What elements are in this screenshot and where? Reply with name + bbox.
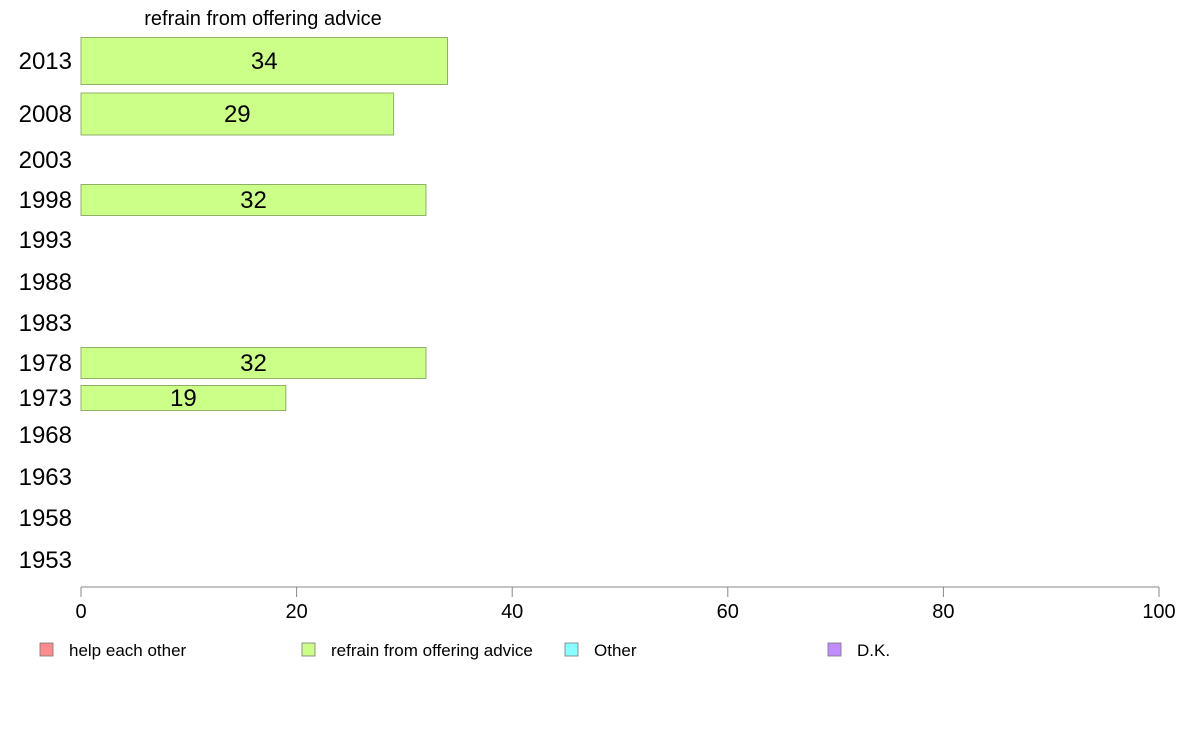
- y-tick-label: 1988: [19, 269, 72, 296]
- x-tick-label: 20: [285, 601, 307, 623]
- y-axis-labels: 2013 2008 2003 1998 1993 1988 1983 1978 1973 1968…: [19, 48, 72, 574]
- chart-title: refrain from offering advice: [144, 8, 382, 30]
- y-tick-label: 1978: [19, 350, 72, 377]
- y-tick-label: 2013: [19, 48, 72, 75]
- bar: [80, 347, 427, 379]
- bar-value-label: 29: [224, 101, 251, 128]
- y-tick-label: 2003: [19, 147, 72, 174]
- bar: [80, 385, 287, 411]
- legend-swatch: [39, 642, 54, 657]
- y-tick-label: 1998: [19, 187, 72, 214]
- y-tick-label: 1963: [19, 464, 72, 491]
- bar: [80, 184, 427, 216]
- y-tick-label: 1968: [19, 422, 72, 449]
- x-tick-label: 60: [717, 601, 739, 623]
- legend-label: help each other: [69, 641, 187, 660]
- y-tick-label: 1953: [19, 547, 72, 574]
- bar-value-label: 34: [251, 48, 278, 75]
- x-tick-label: 0: [75, 601, 86, 623]
- legend-label: refrain from offering advice: [331, 641, 533, 660]
- bar-value-label: 19: [170, 385, 197, 412]
- legend-swatch: [827, 642, 842, 657]
- y-tick-label: 1993: [19, 227, 72, 254]
- legend: help each other refrain from offering adv…: [39, 641, 890, 660]
- bar-value-label: 32: [240, 187, 267, 214]
- legend-label: Other: [594, 641, 637, 660]
- legend-swatch: [301, 642, 316, 657]
- bar: [80, 37, 449, 85]
- y-tick-label: 1973: [19, 385, 72, 412]
- y-tick-label: 2008: [19, 101, 72, 128]
- legend-label: D.K.: [857, 641, 890, 660]
- y-tick-label: 1958: [19, 505, 72, 532]
- x-tick-label: 100: [1142, 601, 1175, 623]
- x-tick-label: 40: [501, 601, 523, 623]
- bar: [80, 92, 395, 136]
- bar-value-label: 32: [240, 350, 267, 377]
- x-axis: 0 20 40 60 80 100: [75, 586, 1176, 623]
- legend-swatch: [564, 642, 579, 657]
- y-tick-label: 1983: [19, 310, 72, 337]
- x-tick-label: 80: [932, 601, 954, 623]
